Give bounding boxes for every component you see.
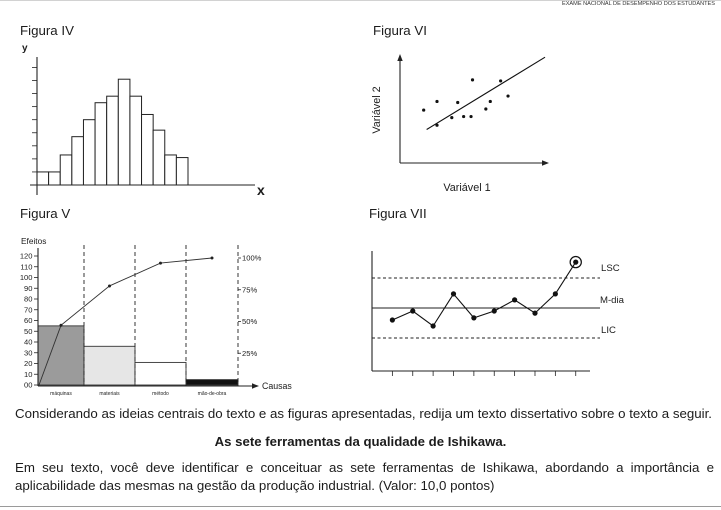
cumulative-point bbox=[159, 261, 162, 265]
figure-title: Figura VII bbox=[369, 206, 427, 221]
figures-canvas: Figura IV y x Figura VI Variável 1 Variáve… bbox=[20, 23, 625, 397]
y-tick-label: 10 bbox=[24, 370, 32, 379]
y-tick-label: 120 bbox=[20, 252, 33, 261]
control-point bbox=[573, 259, 579, 265]
histogram-bar bbox=[94, 102, 108, 186]
histogram-bar bbox=[71, 136, 84, 186]
histogram-bar bbox=[82, 119, 96, 186]
figure-title: Figura V bbox=[20, 206, 70, 221]
bottom-rule bbox=[0, 506, 721, 507]
scatter-point bbox=[499, 79, 503, 83]
question-topic: As sete ferramentas da qualidade de Ishi… bbox=[214, 434, 507, 449]
histogram-bar bbox=[175, 157, 189, 186]
control-series-line bbox=[392, 261, 577, 327]
control-point bbox=[450, 291, 457, 297]
control-point bbox=[430, 323, 436, 329]
scatter-point bbox=[470, 78, 475, 82]
x-axis-label: x bbox=[257, 182, 265, 198]
control-point bbox=[552, 291, 558, 297]
scatter-point bbox=[422, 108, 426, 112]
cumulative-point bbox=[59, 323, 63, 327]
histogram-bar bbox=[48, 171, 61, 186]
y-axis-label: Variável 2 bbox=[371, 86, 383, 133]
trend-line bbox=[426, 56, 546, 130]
scatter-point bbox=[462, 114, 466, 119]
x-axis-label: Variável 1 bbox=[443, 182, 490, 194]
scatter-point bbox=[450, 116, 454, 120]
scatter-point bbox=[456, 100, 460, 105]
control-point bbox=[410, 308, 416, 314]
figura-v: Figura V 0010203040506070809010011012025… bbox=[20, 206, 293, 397]
figura-vii: Figura VII LSC M-dia LIC bbox=[369, 206, 625, 376]
control-point bbox=[512, 297, 518, 303]
pareto-bar bbox=[134, 361, 187, 386]
scatter-point bbox=[435, 99, 439, 104]
out-of-control-marker bbox=[569, 255, 582, 269]
question-prompt: Considerando as ideias centrais do texto… bbox=[15, 406, 713, 421]
control-point bbox=[389, 317, 395, 323]
pareto-bar bbox=[37, 325, 85, 386]
pareto-bar bbox=[83, 345, 136, 386]
upper-limit-label: LSC bbox=[601, 263, 620, 274]
scatter-point bbox=[484, 107, 488, 111]
y-tick-label: 20 bbox=[24, 359, 32, 368]
y-tick-label: 30 bbox=[24, 348, 32, 357]
y-tick-label: 60 bbox=[24, 316, 32, 325]
scatter-point bbox=[435, 123, 439, 127]
histogram-bar bbox=[59, 154, 73, 186]
scatter-point bbox=[469, 114, 473, 119]
y-axis-label: y bbox=[22, 43, 28, 54]
y-axis-arrow bbox=[397, 54, 403, 61]
scatter-point bbox=[506, 94, 510, 98]
scatter-point bbox=[488, 99, 492, 104]
figure-title: Figura IV bbox=[20, 23, 74, 38]
y-tick-label: 90 bbox=[24, 284, 32, 293]
y-tick-label: 00 bbox=[24, 381, 32, 390]
histogram-bar bbox=[152, 129, 166, 186]
y2-tick-label: 50% bbox=[242, 317, 257, 326]
question-instructions: Em seu texto, você deve identificar e co… bbox=[15, 459, 714, 495]
lower-limit-label: LIC bbox=[601, 325, 616, 336]
y2-tick-label: 25% bbox=[242, 349, 257, 358]
category-label: método bbox=[152, 391, 169, 397]
exam-header: EXAME NACIONAL DE DESEMPENHO DOS ESTUDAN… bbox=[561, 1, 715, 7]
figura-iv: Figura IV y x bbox=[20, 23, 265, 198]
histogram-bar bbox=[141, 113, 154, 186]
y-tick-label: 80 bbox=[24, 295, 32, 304]
category-label: máquinas bbox=[50, 391, 72, 397]
x-axis-arrow bbox=[252, 383, 259, 389]
instructions-line: aplicabilidade das mesmas na gestão da p… bbox=[15, 478, 495, 493]
control-point bbox=[471, 315, 477, 321]
pareto-bar bbox=[185, 379, 239, 386]
control-point bbox=[491, 308, 497, 314]
instructions-line: Em seu texto, você deve identificar e co… bbox=[15, 460, 714, 475]
y2-tick-label: 75% bbox=[242, 285, 257, 294]
figure-title: Figura VI bbox=[373, 23, 427, 38]
category-label: mão-de-obra bbox=[198, 391, 227, 397]
histogram-bar bbox=[106, 95, 119, 186]
y-tick-label: 50 bbox=[24, 327, 32, 336]
category-label: materiais bbox=[99, 391, 120, 397]
cumulative-point bbox=[108, 284, 111, 288]
y-tick-label: 40 bbox=[24, 338, 32, 347]
y2-tick-label: 100% bbox=[242, 254, 262, 263]
y-tick-label: 110 bbox=[20, 262, 32, 271]
y-tick-label: 100 bbox=[20, 273, 33, 282]
cumulative-point bbox=[210, 256, 214, 260]
x-axis-arrow bbox=[542, 160, 549, 166]
x-axis-label: Causas bbox=[262, 381, 292, 391]
y-tick-label: 70 bbox=[24, 305, 32, 314]
top-rule bbox=[0, 0, 721, 1]
y-axis-label: Efeitos bbox=[21, 236, 46, 246]
control-point bbox=[532, 310, 538, 316]
figura-vi: Figura VI Variável 1 Variável 2 bbox=[371, 23, 549, 194]
histogram-bar bbox=[129, 95, 143, 186]
histogram-bar bbox=[164, 154, 177, 186]
histogram-bar bbox=[117, 78, 131, 186]
center-line-label: M-dia bbox=[600, 295, 625, 306]
histogram-bar bbox=[36, 171, 50, 186]
